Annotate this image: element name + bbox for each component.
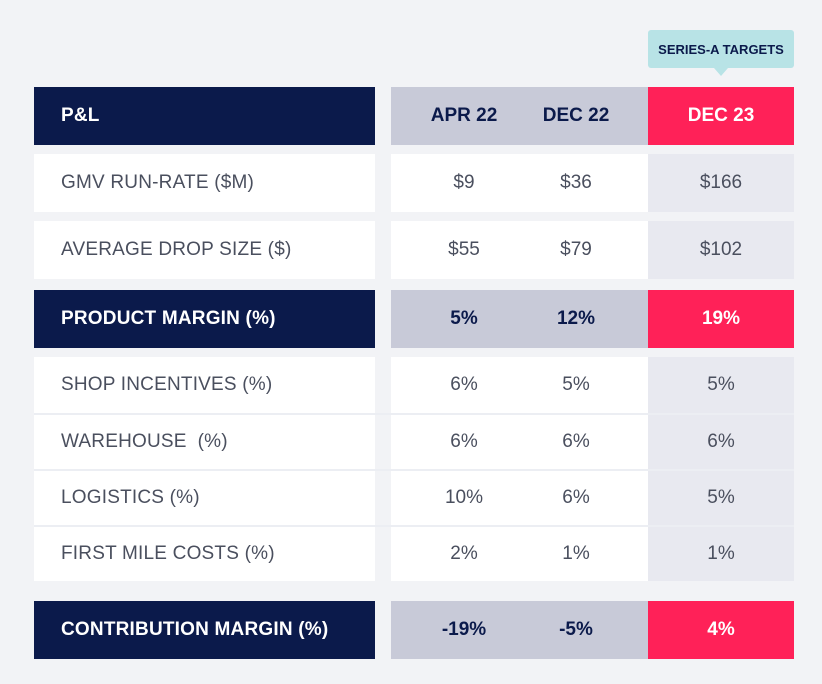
cell-product-margin-apr22: 5% (450, 308, 478, 329)
row-past-bg-drop-size (391, 221, 648, 279)
cell-shop-incentives-dec22: 5% (562, 374, 590, 395)
row-past-bg-product-margin (391, 290, 648, 348)
header-dec22: DEC 22 (542, 105, 610, 126)
cell-gmv-dec23: $166 (648, 154, 794, 212)
row-label-warehouse: WAREHOUSE (%) (61, 431, 228, 452)
row-past-bg-gmv (391, 154, 648, 212)
header-label: P&L (34, 87, 375, 145)
cell-contribution-margin-dec22: -5% (559, 619, 593, 640)
cell-logistics-dec22: 6% (562, 487, 590, 508)
row-label-shop-incentives: SHOP INCENTIVES (%) (61, 374, 273, 395)
cell-first-mile-apr22: 2% (450, 543, 478, 564)
row-label-drop-size: AVERAGE DROP SIZE ($) (34, 221, 375, 279)
cell-contribution-margin-dec23: 4% (648, 601, 794, 659)
divider (34, 469, 794, 471)
cell-warehouse-dec22: 6% (562, 431, 590, 452)
cell-first-mile-dec22: 1% (562, 543, 590, 564)
cell-warehouse-apr22: 6% (450, 431, 478, 452)
cell-drop-size-dec22: $79 (560, 239, 592, 260)
cell-drop-size-apr22: $55 (448, 239, 480, 260)
row-label-contribution-margin: CONTRIBUTION MARGIN (%) (34, 601, 375, 659)
row-past-bg-contribution-margin (391, 601, 648, 659)
header-dec23: DEC 23 (648, 87, 794, 145)
divider (34, 525, 794, 527)
cell-contribution-margin-apr22: -19% (441, 619, 487, 640)
cell-first-mile-dec23: 1% (707, 543, 735, 564)
cell-warehouse-dec23: 6% (707, 431, 735, 452)
header-past-bg (391, 87, 648, 145)
badge-pointer-icon (714, 68, 728, 76)
series-a-targets-badge: SERIES-A TARGETS (648, 30, 794, 68)
row-label-product-margin: PRODUCT MARGIN (%) (34, 290, 375, 348)
row-label-gmv: GMV RUN-RATE ($M) (34, 154, 375, 212)
row-label-logistics: LOGISTICS (%) (61, 487, 200, 508)
cell-gmv-apr22: $9 (453, 172, 475, 193)
cell-shop-incentives-apr22: 6% (450, 374, 478, 395)
divider (34, 413, 794, 415)
cell-logistics-dec23: 5% (707, 487, 735, 508)
header-apr22: APR 22 (430, 105, 498, 126)
row-label-first-mile: FIRST MILE COSTS (%) (61, 543, 275, 564)
cell-logistics-apr22: 10% (444, 487, 484, 508)
cell-gmv-dec22: $36 (560, 172, 592, 193)
cell-shop-incentives-dec23: 5% (707, 374, 735, 395)
cell-drop-size-dec23: $102 (648, 221, 794, 279)
cell-product-margin-dec22: 12% (556, 308, 596, 329)
cell-product-margin-dec23: 19% (648, 290, 794, 348)
